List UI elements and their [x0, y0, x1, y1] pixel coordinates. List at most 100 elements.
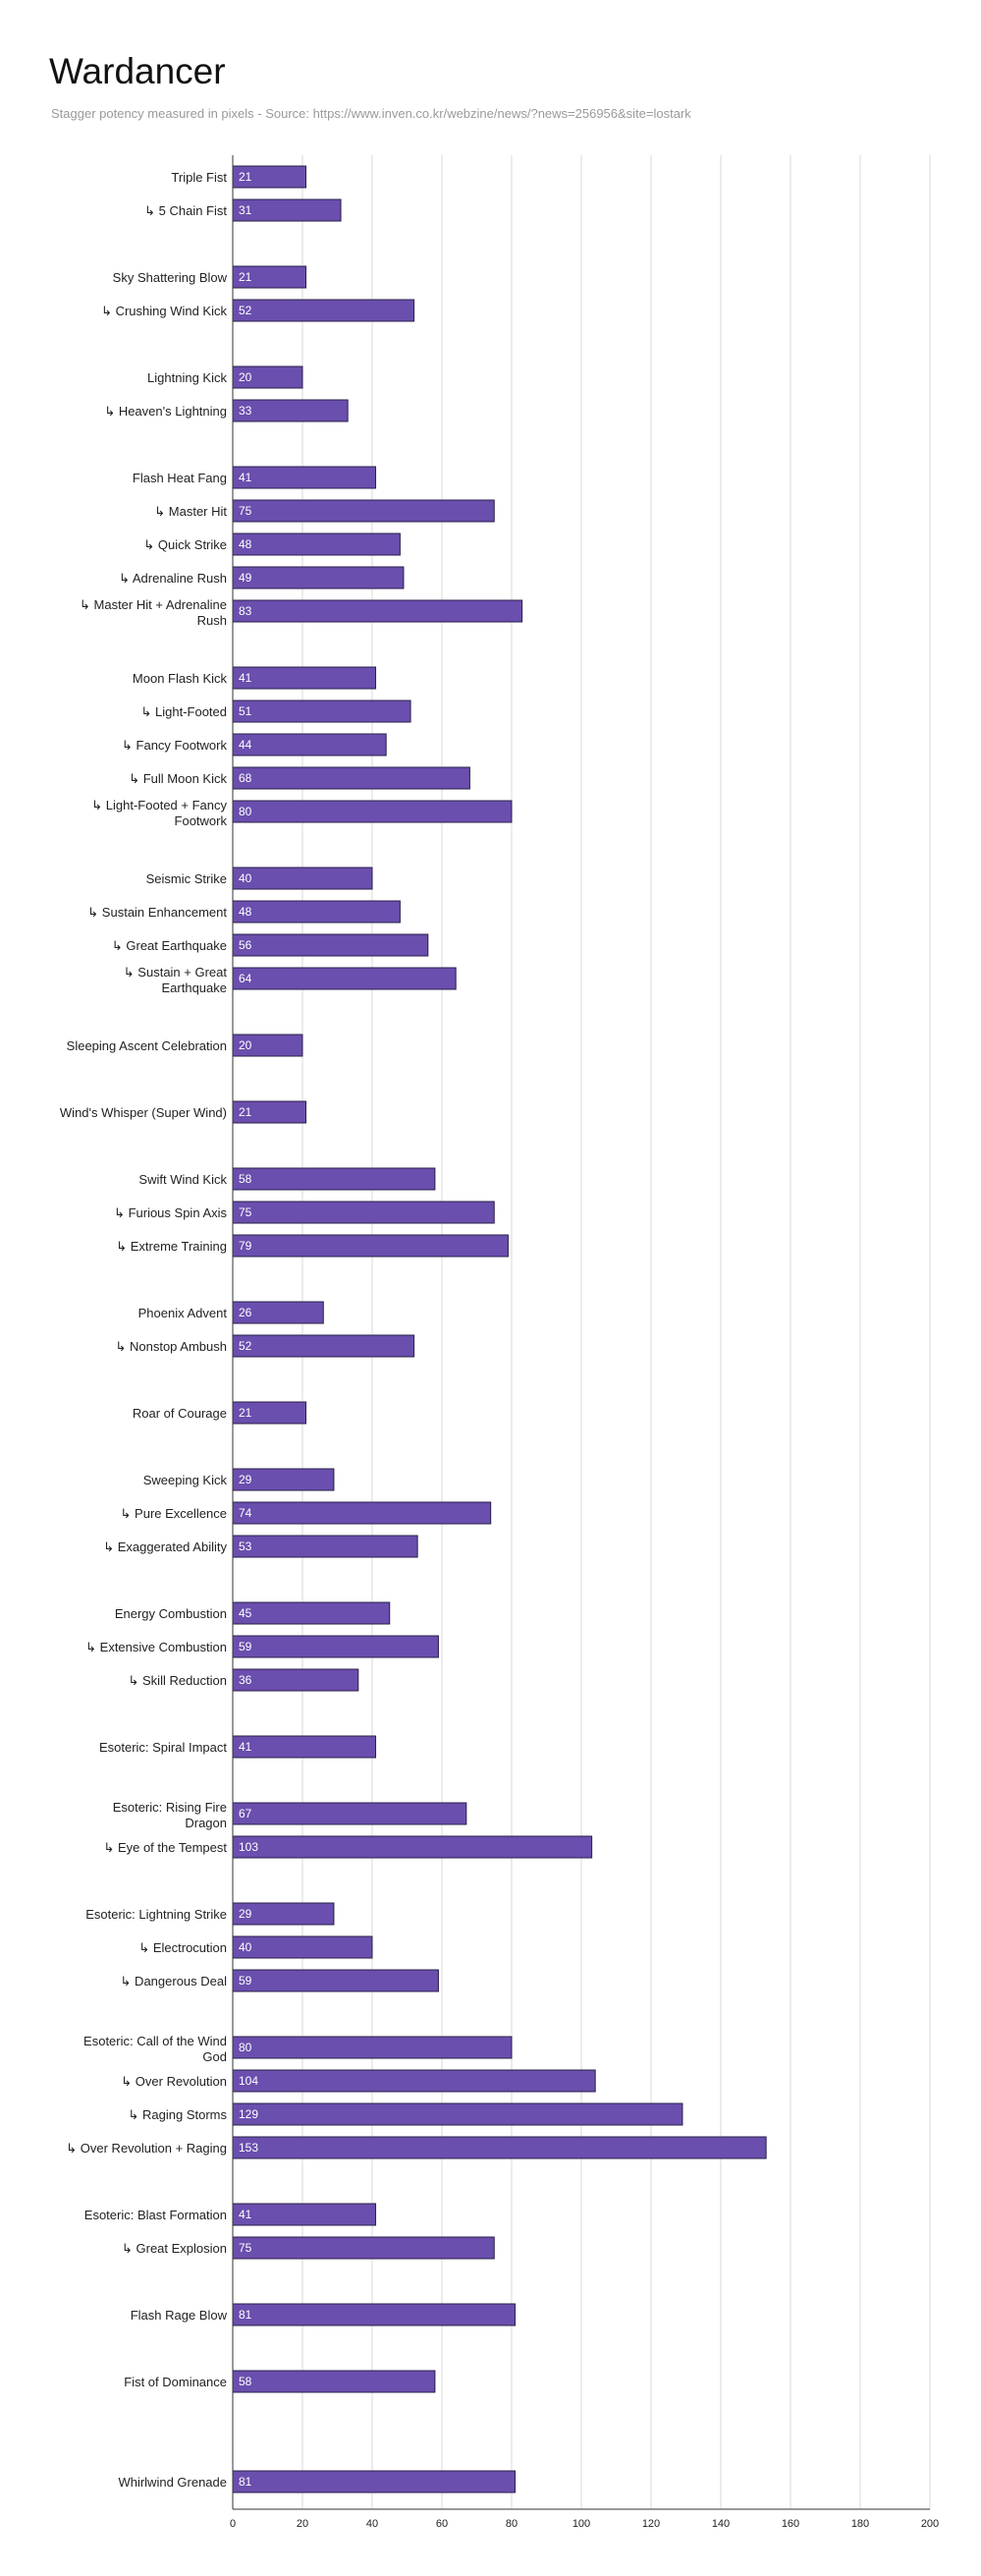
data-label: 80 — [239, 805, 252, 818]
category-label: Flash Rage Blow — [131, 2308, 228, 2323]
data-label: 68 — [239, 771, 252, 785]
data-label: 21 — [239, 170, 252, 184]
bar — [232, 1535, 418, 1558]
category-label: ↳ Full Moon Kick — [129, 771, 227, 786]
category-label: ↳ 5 Chain Fist — [144, 203, 227, 218]
category-label: Swift Wind Kick — [138, 1172, 227, 1187]
category-label: ↳ Skill Reduction — [129, 1673, 228, 1688]
x-tick-label: 60 — [436, 2518, 448, 2530]
category-label: ↳ Exaggerated Ability — [103, 1540, 227, 1554]
category-label: ↳ Light-Footed + Fancy Footwork — [91, 798, 227, 828]
bar — [232, 532, 401, 556]
category-label: ↳ Pure Excellence — [121, 1506, 227, 1521]
data-label: 58 — [239, 1172, 252, 1186]
x-tick-label: 160 — [782, 2518, 799, 2530]
category-label: Roar of Courage — [133, 1406, 227, 1421]
x-tick-label: 180 — [851, 2518, 869, 2530]
bar — [232, 499, 495, 523]
category-label: ↳ Adrenaline Rush — [119, 571, 227, 586]
bar — [232, 1167, 436, 1191]
bar — [232, 1935, 373, 1959]
data-label: 20 — [239, 1038, 252, 1052]
category-label: Whirlwind Grenade — [118, 2475, 227, 2490]
data-label: 74 — [239, 1506, 252, 1520]
data-label: 29 — [239, 1907, 252, 1921]
data-label: 104 — [239, 2074, 258, 2088]
bar — [232, 466, 377, 489]
category-label: Sweeping Kick — [143, 1473, 228, 1487]
data-label: 67 — [239, 1807, 252, 1820]
data-label: 29 — [239, 1473, 252, 1486]
data-label: 21 — [239, 270, 252, 284]
category-label: Lightning Kick — [147, 370, 227, 385]
category-label: Moon Flash Kick — [133, 671, 228, 686]
bar — [232, 1201, 495, 1224]
chart-title: Wardancer — [49, 51, 226, 91]
data-label: 40 — [239, 1940, 252, 1954]
data-label: 48 — [239, 537, 252, 551]
x-tick-label: 200 — [921, 2518, 939, 2530]
bar — [232, 900, 401, 924]
data-label: 36 — [239, 1673, 252, 1687]
data-label: 56 — [239, 938, 252, 952]
data-label: 20 — [239, 370, 252, 384]
category-label: ↳ Raging Storms — [129, 2107, 228, 2122]
bar — [232, 599, 523, 623]
bar — [232, 867, 373, 890]
data-label: 83 — [239, 604, 252, 618]
bar — [232, 733, 387, 756]
bar — [232, 2069, 596, 2093]
data-label: 80 — [239, 2041, 252, 2054]
category-label: ↳ Master Hit — [154, 504, 227, 519]
category-label: Flash Heat Fang — [133, 471, 227, 485]
category-label: ↳ Furious Spin Axis — [114, 1205, 227, 1220]
category-label: ↳ Eye of the Tempest — [103, 1840, 227, 1855]
bar — [232, 666, 377, 690]
bar — [232, 1802, 467, 1825]
bar — [232, 2203, 377, 2226]
bar — [232, 2236, 495, 2260]
category-label: ↳ Quick Strike — [143, 537, 227, 552]
category-label: Esoteric: Spiral Impact — [99, 1740, 227, 1755]
category-label: Esoteric: Call of the Wind God — [83, 2034, 227, 2064]
bar — [232, 700, 411, 723]
data-label: 59 — [239, 1974, 252, 1988]
bar — [232, 1334, 415, 1358]
category-label: Triple Fist — [171, 170, 227, 185]
category-label: ↳ Dangerous Deal — [121, 1974, 228, 1988]
data-label: 129 — [239, 2107, 258, 2121]
category-label: Seismic Strike — [146, 871, 227, 886]
bar — [232, 299, 415, 322]
category-label: ↳ Over Revolution + Raging — [66, 2141, 227, 2156]
category-label: ↳ Fancy Footwork — [122, 738, 227, 753]
category-label: ↳ Sustain Enhancement — [87, 905, 227, 920]
category-label: Sky Shattering Blow — [113, 270, 228, 285]
category-label: ↳ Great Explosion — [122, 2241, 227, 2256]
data-label: 41 — [239, 471, 252, 484]
category-label: ↳ Heaven's Lightning — [104, 404, 227, 419]
bar — [232, 2303, 517, 2326]
bar — [232, 766, 470, 790]
data-label: 64 — [239, 972, 252, 985]
bar — [232, 2136, 767, 2159]
category-label: ↳ Crushing Wind Kick — [101, 304, 227, 318]
data-label: 52 — [239, 1339, 252, 1353]
category-label: Fist of Dominance — [124, 2375, 227, 2389]
data-label: 75 — [239, 1205, 252, 1219]
category-label: ↳ Light-Footed — [141, 704, 228, 719]
data-label: 21 — [239, 1406, 252, 1420]
data-label: 49 — [239, 571, 252, 585]
x-tick-label: 100 — [572, 2518, 590, 2530]
bar — [232, 1735, 377, 1759]
x-tick-label: 40 — [366, 2518, 378, 2530]
data-label: 81 — [239, 2475, 252, 2489]
data-label: 59 — [239, 1640, 252, 1653]
bar — [232, 1635, 439, 1658]
category-label: Wind's Whisper (Super Wind) — [60, 1105, 227, 1120]
category-label: Esoteric: Rising Fire Dragon — [113, 1800, 227, 1830]
data-label: 58 — [239, 2375, 252, 2388]
data-label: 41 — [239, 1740, 252, 1754]
data-label: 26 — [239, 1306, 252, 1319]
data-label: 31 — [239, 203, 252, 217]
data-label: 48 — [239, 905, 252, 919]
